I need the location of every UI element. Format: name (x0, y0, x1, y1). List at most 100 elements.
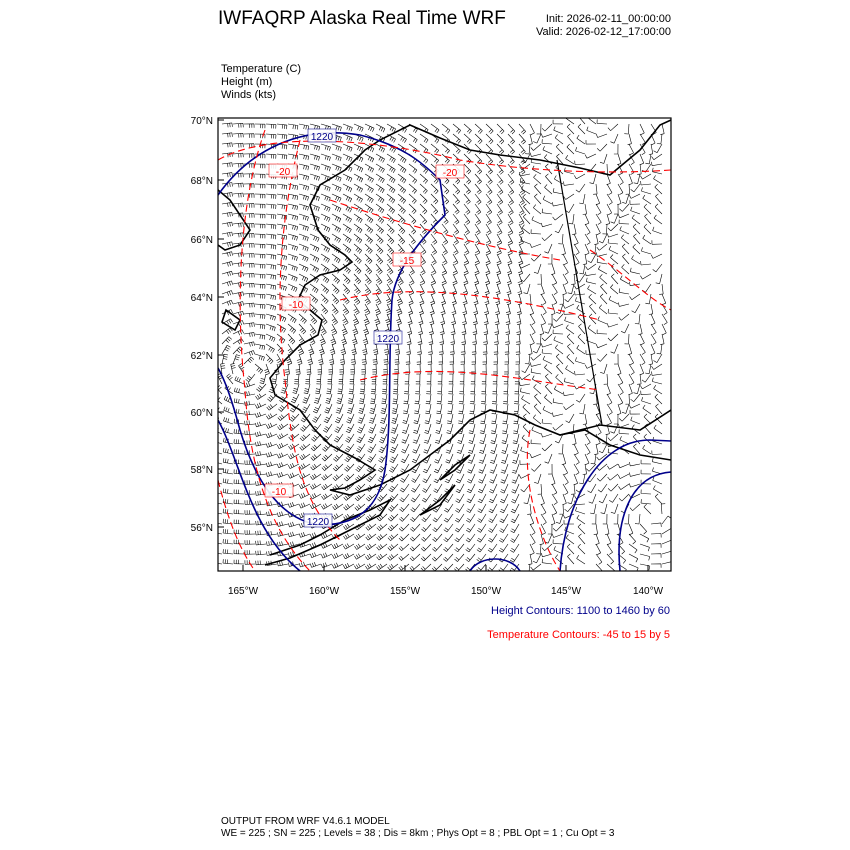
wind-barb (354, 503, 366, 511)
wind-barb (533, 174, 542, 185)
wind-barb (388, 503, 399, 512)
wind-barb (545, 383, 553, 395)
wind-barb (398, 533, 410, 542)
wind-barb (364, 213, 374, 224)
wind-barb (375, 163, 385, 173)
wind-barb (299, 463, 311, 470)
wind-barb (321, 493, 333, 500)
wind-barb (447, 403, 454, 415)
wind-barb (298, 263, 309, 272)
wind-barb (608, 245, 619, 255)
wind-barb (287, 223, 298, 231)
wind-barb (547, 253, 553, 265)
wind-barb (351, 333, 358, 345)
wind-barb (455, 483, 465, 494)
wind-barb (655, 403, 663, 415)
wind-barb (218, 482, 223, 485)
wind-barb (299, 551, 311, 558)
wind-barb (419, 293, 425, 305)
wind-barb (493, 363, 498, 375)
wind-barb (651, 450, 663, 455)
wind-barb (500, 473, 509, 484)
wind-barb (507, 123, 516, 135)
wind-barb (376, 503, 388, 512)
wind-barb (509, 553, 520, 563)
wind-barb (430, 293, 436, 305)
wind-barb (218, 512, 223, 515)
wind-barb (584, 443, 591, 455)
wind-barb (642, 404, 652, 415)
wind-barb (244, 382, 256, 388)
wind-barb (342, 173, 353, 183)
wind-barb (386, 273, 393, 285)
wind-barb (463, 123, 472, 134)
wind-barb (639, 143, 646, 155)
wind-barb (644, 213, 652, 225)
wind-barb (284, 363, 290, 375)
wind-barb (618, 302, 630, 307)
wind-barb (364, 293, 371, 305)
wind-barb (276, 153, 288, 160)
wind-barb (390, 433, 399, 444)
wind-barb (573, 463, 580, 475)
wind-barb (552, 202, 564, 207)
wind-barb (498, 543, 509, 553)
wind-barb (654, 203, 663, 215)
wind-barb (531, 216, 542, 225)
wind-barb (490, 423, 498, 435)
wind-barb (477, 513, 487, 523)
wind-barb (265, 313, 276, 321)
wind-barb (651, 371, 663, 376)
wind-barb (233, 499, 245, 505)
wind-barb (264, 363, 270, 376)
wind-barb (565, 155, 575, 165)
wind-barb (436, 393, 443, 405)
lon-tick-label: 155°W (390, 586, 421, 597)
wind-barb (232, 172, 244, 178)
wind-barb (287, 313, 297, 324)
coastline (218, 119, 671, 566)
wind-barb (408, 273, 415, 285)
wind-barb (641, 247, 652, 255)
wind-barb (353, 143, 364, 152)
wind-barb (420, 563, 432, 571)
wind-barb (277, 433, 289, 440)
lat-tick-label: 68°N (191, 176, 213, 187)
wind-barb (326, 383, 333, 395)
wind-barb (265, 323, 276, 332)
wind-barb (553, 313, 564, 322)
wind-barb (416, 353, 422, 365)
wind-barb (485, 273, 491, 286)
wind-barb (288, 423, 300, 431)
wind-barb (232, 212, 244, 218)
wind-barb (556, 303, 564, 314)
wind-barb (650, 533, 662, 538)
wind-barb (607, 333, 619, 342)
wind-barb (309, 323, 317, 335)
height-contour-label: 1220 (307, 517, 330, 528)
wind-barb (527, 503, 532, 515)
wind-barb (364, 163, 374, 173)
wind-barb (404, 373, 410, 385)
wind-barb (401, 443, 410, 454)
wind-barb (511, 493, 520, 504)
wind-barb (507, 143, 515, 155)
wind-barb (621, 264, 630, 275)
wind-barb (567, 553, 575, 565)
wind-barb (563, 391, 575, 396)
wind-barb (401, 423, 410, 434)
height-contour-label-box (303, 513, 333, 528)
wind-barb (493, 343, 499, 355)
wind-barb (463, 153, 472, 165)
wind-barb (471, 363, 476, 375)
wind-barb (244, 430, 256, 436)
wind-barb (574, 283, 586, 290)
wind-barb (541, 443, 553, 452)
wind-barb (244, 520, 256, 525)
wind-barb (458, 403, 465, 415)
wind-barb (332, 513, 344, 520)
wind-barb (368, 413, 377, 424)
wind-barb (648, 303, 654, 315)
wind-barb (640, 390, 652, 395)
wind-barb (617, 173, 624, 185)
